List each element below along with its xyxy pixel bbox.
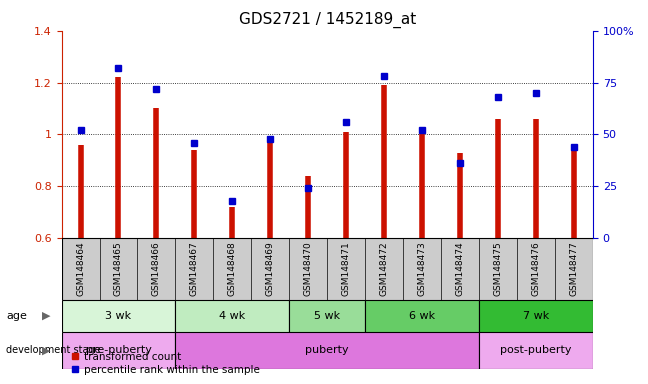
Title: GDS2721 / 1452189_at: GDS2721 / 1452189_at [238, 12, 416, 28]
Text: GSM148469: GSM148469 [266, 242, 275, 296]
Text: 4 wk: 4 wk [219, 311, 246, 321]
Text: GSM148464: GSM148464 [76, 242, 85, 296]
Text: GSM148475: GSM148475 [494, 242, 503, 296]
Text: 7 wk: 7 wk [523, 311, 549, 321]
Text: GSM148476: GSM148476 [531, 242, 540, 296]
Text: age: age [6, 311, 27, 321]
Text: 5 wk: 5 wk [314, 311, 340, 321]
Bar [289, 300, 365, 332]
Text: GSM148468: GSM148468 [228, 242, 237, 296]
Text: 6 wk: 6 wk [409, 311, 435, 321]
Text: puberty: puberty [305, 345, 349, 356]
Text: 3 wk: 3 wk [106, 311, 132, 321]
Bar [479, 332, 593, 369]
Text: GSM148466: GSM148466 [152, 242, 161, 296]
Text: GSM148477: GSM148477 [570, 242, 579, 296]
Text: GSM148465: GSM148465 [114, 242, 123, 296]
Text: GSM148471: GSM148471 [341, 242, 351, 296]
Bar [176, 332, 479, 369]
Text: post-puberty: post-puberty [500, 345, 572, 356]
Bar [62, 300, 176, 332]
Bar [62, 332, 176, 369]
Text: GSM148473: GSM148473 [417, 242, 426, 296]
Text: GSM148470: GSM148470 [304, 242, 313, 296]
Text: GSM148472: GSM148472 [380, 242, 389, 296]
Text: development stage: development stage [6, 345, 101, 356]
Text: ▶: ▶ [42, 345, 51, 356]
Bar [365, 300, 479, 332]
Text: pre-puberty: pre-puberty [86, 345, 152, 356]
Legend: transformed count, percentile rank within the sample: transformed count, percentile rank withi… [67, 348, 264, 379]
Text: ▶: ▶ [42, 311, 51, 321]
Bar [479, 300, 593, 332]
Bar [176, 300, 289, 332]
Text: GSM148474: GSM148474 [456, 242, 465, 296]
Text: GSM148467: GSM148467 [190, 242, 199, 296]
